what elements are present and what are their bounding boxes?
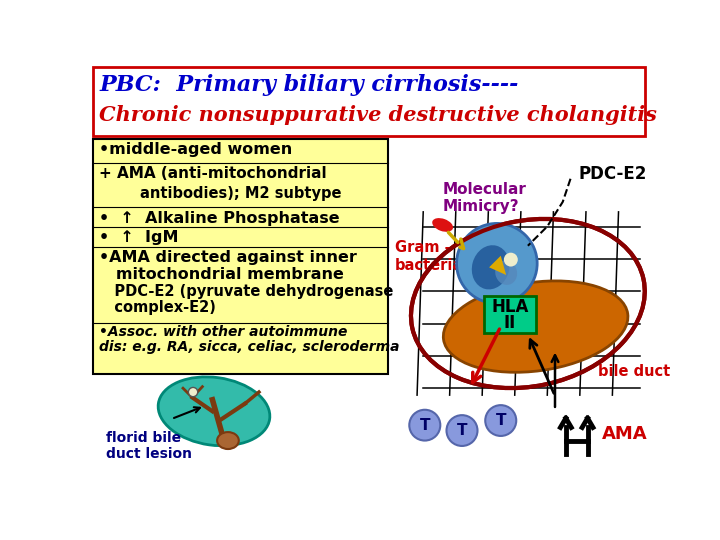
Bar — [484, 296, 536, 333]
Text: •middle-aged women: •middle-aged women — [99, 142, 292, 157]
Ellipse shape — [472, 245, 510, 289]
Circle shape — [189, 387, 198, 397]
Ellipse shape — [217, 432, 239, 449]
Ellipse shape — [444, 281, 628, 372]
Text: florid bile
duct lesion: florid bile duct lesion — [106, 430, 192, 461]
Text: PDC-E2 (pyruvate dehydrogenase: PDC-E2 (pyruvate dehydrogenase — [99, 284, 394, 299]
Bar — [93, 67, 645, 137]
Circle shape — [446, 415, 477, 446]
Text: mitochondrial membrane: mitochondrial membrane — [99, 267, 344, 282]
Text: AMA: AMA — [601, 426, 647, 443]
Circle shape — [485, 405, 516, 436]
Text: •  ↑  IgM: • ↑ IgM — [99, 230, 179, 245]
Text: complex-E2): complex-E2) — [99, 300, 216, 315]
Text: Molecular
Mimicry?: Molecular Mimicry? — [443, 182, 526, 214]
Circle shape — [504, 253, 518, 267]
Text: T: T — [495, 413, 506, 428]
Ellipse shape — [432, 218, 453, 232]
Text: bile duct: bile duct — [598, 363, 670, 379]
Text: PDC-E2: PDC-E2 — [578, 165, 647, 183]
Text: II: II — [504, 314, 516, 332]
Text: HLA: HLA — [491, 298, 528, 316]
Text: Chronic nonsuppurative destructive cholangitis: Chronic nonsuppurative destructive chola… — [99, 105, 657, 125]
Ellipse shape — [495, 260, 517, 285]
Ellipse shape — [411, 219, 645, 388]
Circle shape — [456, 224, 537, 303]
Text: •  ↑  Alkaline Phosphatase: • ↑ Alkaline Phosphatase — [99, 211, 340, 226]
Polygon shape — [489, 256, 506, 275]
Ellipse shape — [158, 377, 270, 445]
Text: antibodies); M2 subtype: antibodies); M2 subtype — [99, 186, 342, 201]
Text: •AMA directed against inner: •AMA directed against inner — [99, 251, 357, 265]
Text: •Assoc. with other autoimmune: •Assoc. with other autoimmune — [99, 325, 348, 339]
Circle shape — [409, 410, 441, 441]
Text: + AMA (anti-mitochondrial: + AMA (anti-mitochondrial — [99, 166, 327, 181]
Text: dis: e.g. RA, sicca, celiac, scleroderma: dis: e.g. RA, sicca, celiac, scleroderma — [99, 340, 400, 354]
Bar — [93, 139, 387, 374]
Text: Gram –
bacteria: Gram – bacteria — [395, 240, 463, 273]
Text: T: T — [420, 417, 430, 433]
Text: PBC:  Primary biliary cirrhosis----: PBC: Primary biliary cirrhosis---- — [99, 74, 518, 96]
Text: T: T — [456, 423, 467, 438]
